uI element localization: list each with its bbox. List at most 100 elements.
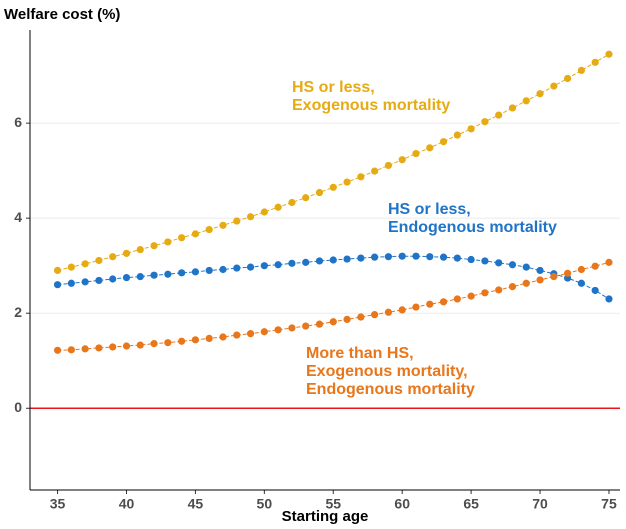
data-point [274,326,282,334]
data-point [384,253,393,261]
data-point [178,269,186,277]
data-point [371,311,379,319]
x-tick-label: 60 [394,496,410,512]
data-point [315,257,324,265]
data-point [577,265,586,274]
data-point [329,318,337,326]
data-point [384,308,393,316]
data-point [467,125,475,133]
data-point [605,50,613,58]
data-point [67,346,75,354]
data-point [343,178,351,186]
data-point [150,340,158,348]
y-axis-title: Welfare cost (%) [4,6,120,23]
data-point [233,264,241,272]
annotation: Endogenous mortality [388,219,557,236]
data-point [274,261,282,269]
data-point [371,167,379,175]
data-point [164,238,172,246]
data-point [564,74,572,83]
data-point [164,339,172,347]
data-point [288,259,296,267]
data-point [191,336,200,344]
data-point [412,303,420,311]
data-point [329,183,337,191]
data-point [508,283,517,291]
x-tick-label: 55 [325,496,341,512]
data-point [343,255,351,263]
data-point [122,342,131,350]
data-point [522,263,530,271]
data-point [591,286,599,295]
data-point [81,260,89,268]
x-tick-label: 50 [257,496,273,512]
data-point [426,253,434,261]
data-point [246,330,255,338]
data-point [150,271,158,279]
data-point [205,334,213,343]
data-point [95,276,103,285]
data-point [371,253,379,261]
data-point [453,254,461,262]
data-point [53,281,62,289]
data-point [302,258,310,266]
data-point [343,315,351,324]
data-point [288,324,296,332]
data-point [481,118,489,126]
data-point [136,245,144,254]
data-point [522,97,530,105]
data-point [357,173,365,181]
y-tick-label: 4 [14,209,22,225]
data-point [467,292,475,300]
data-point [577,66,586,74]
data-point [467,255,475,264]
data-point [481,257,489,265]
data-point [315,320,324,328]
data-point [426,144,434,152]
data-point [453,131,461,139]
data-point [439,253,448,261]
data-point [178,337,186,345]
data-point [315,188,324,197]
data-point [412,252,420,260]
data-point [591,58,599,66]
x-tick-label: 40 [119,496,135,512]
data-point [233,217,241,225]
data-point [81,345,89,353]
data-point [109,275,117,283]
data-point [439,138,448,146]
data-point [536,266,544,275]
data-point [302,194,310,202]
data-point [53,266,62,275]
data-point [564,269,572,277]
data-point [164,270,172,278]
data-point [95,256,103,265]
data-point [508,261,517,269]
data-point [219,221,227,229]
data-point [481,289,489,297]
annotation: Exogenous mortality [292,97,450,114]
data-point [178,234,186,242]
data-point [81,278,89,286]
data-point [398,252,406,260]
data-point [384,161,393,170]
annotation: Exogenous mortality, [306,363,468,380]
x-tick-label: 75 [601,496,617,512]
data-point [508,104,517,112]
data-point [205,266,213,275]
y-tick-label: 6 [14,114,22,130]
data-point [136,341,144,349]
data-point [246,213,255,221]
data-point [191,230,200,238]
data-point [205,225,213,234]
data-point [233,331,241,339]
data-point [122,249,131,257]
data-point [495,286,503,294]
data-point [109,343,117,351]
data-point [357,313,365,321]
data-point [260,262,268,270]
data-point [288,198,296,207]
annotation: More than HS, [306,345,414,362]
data-point [591,262,599,270]
